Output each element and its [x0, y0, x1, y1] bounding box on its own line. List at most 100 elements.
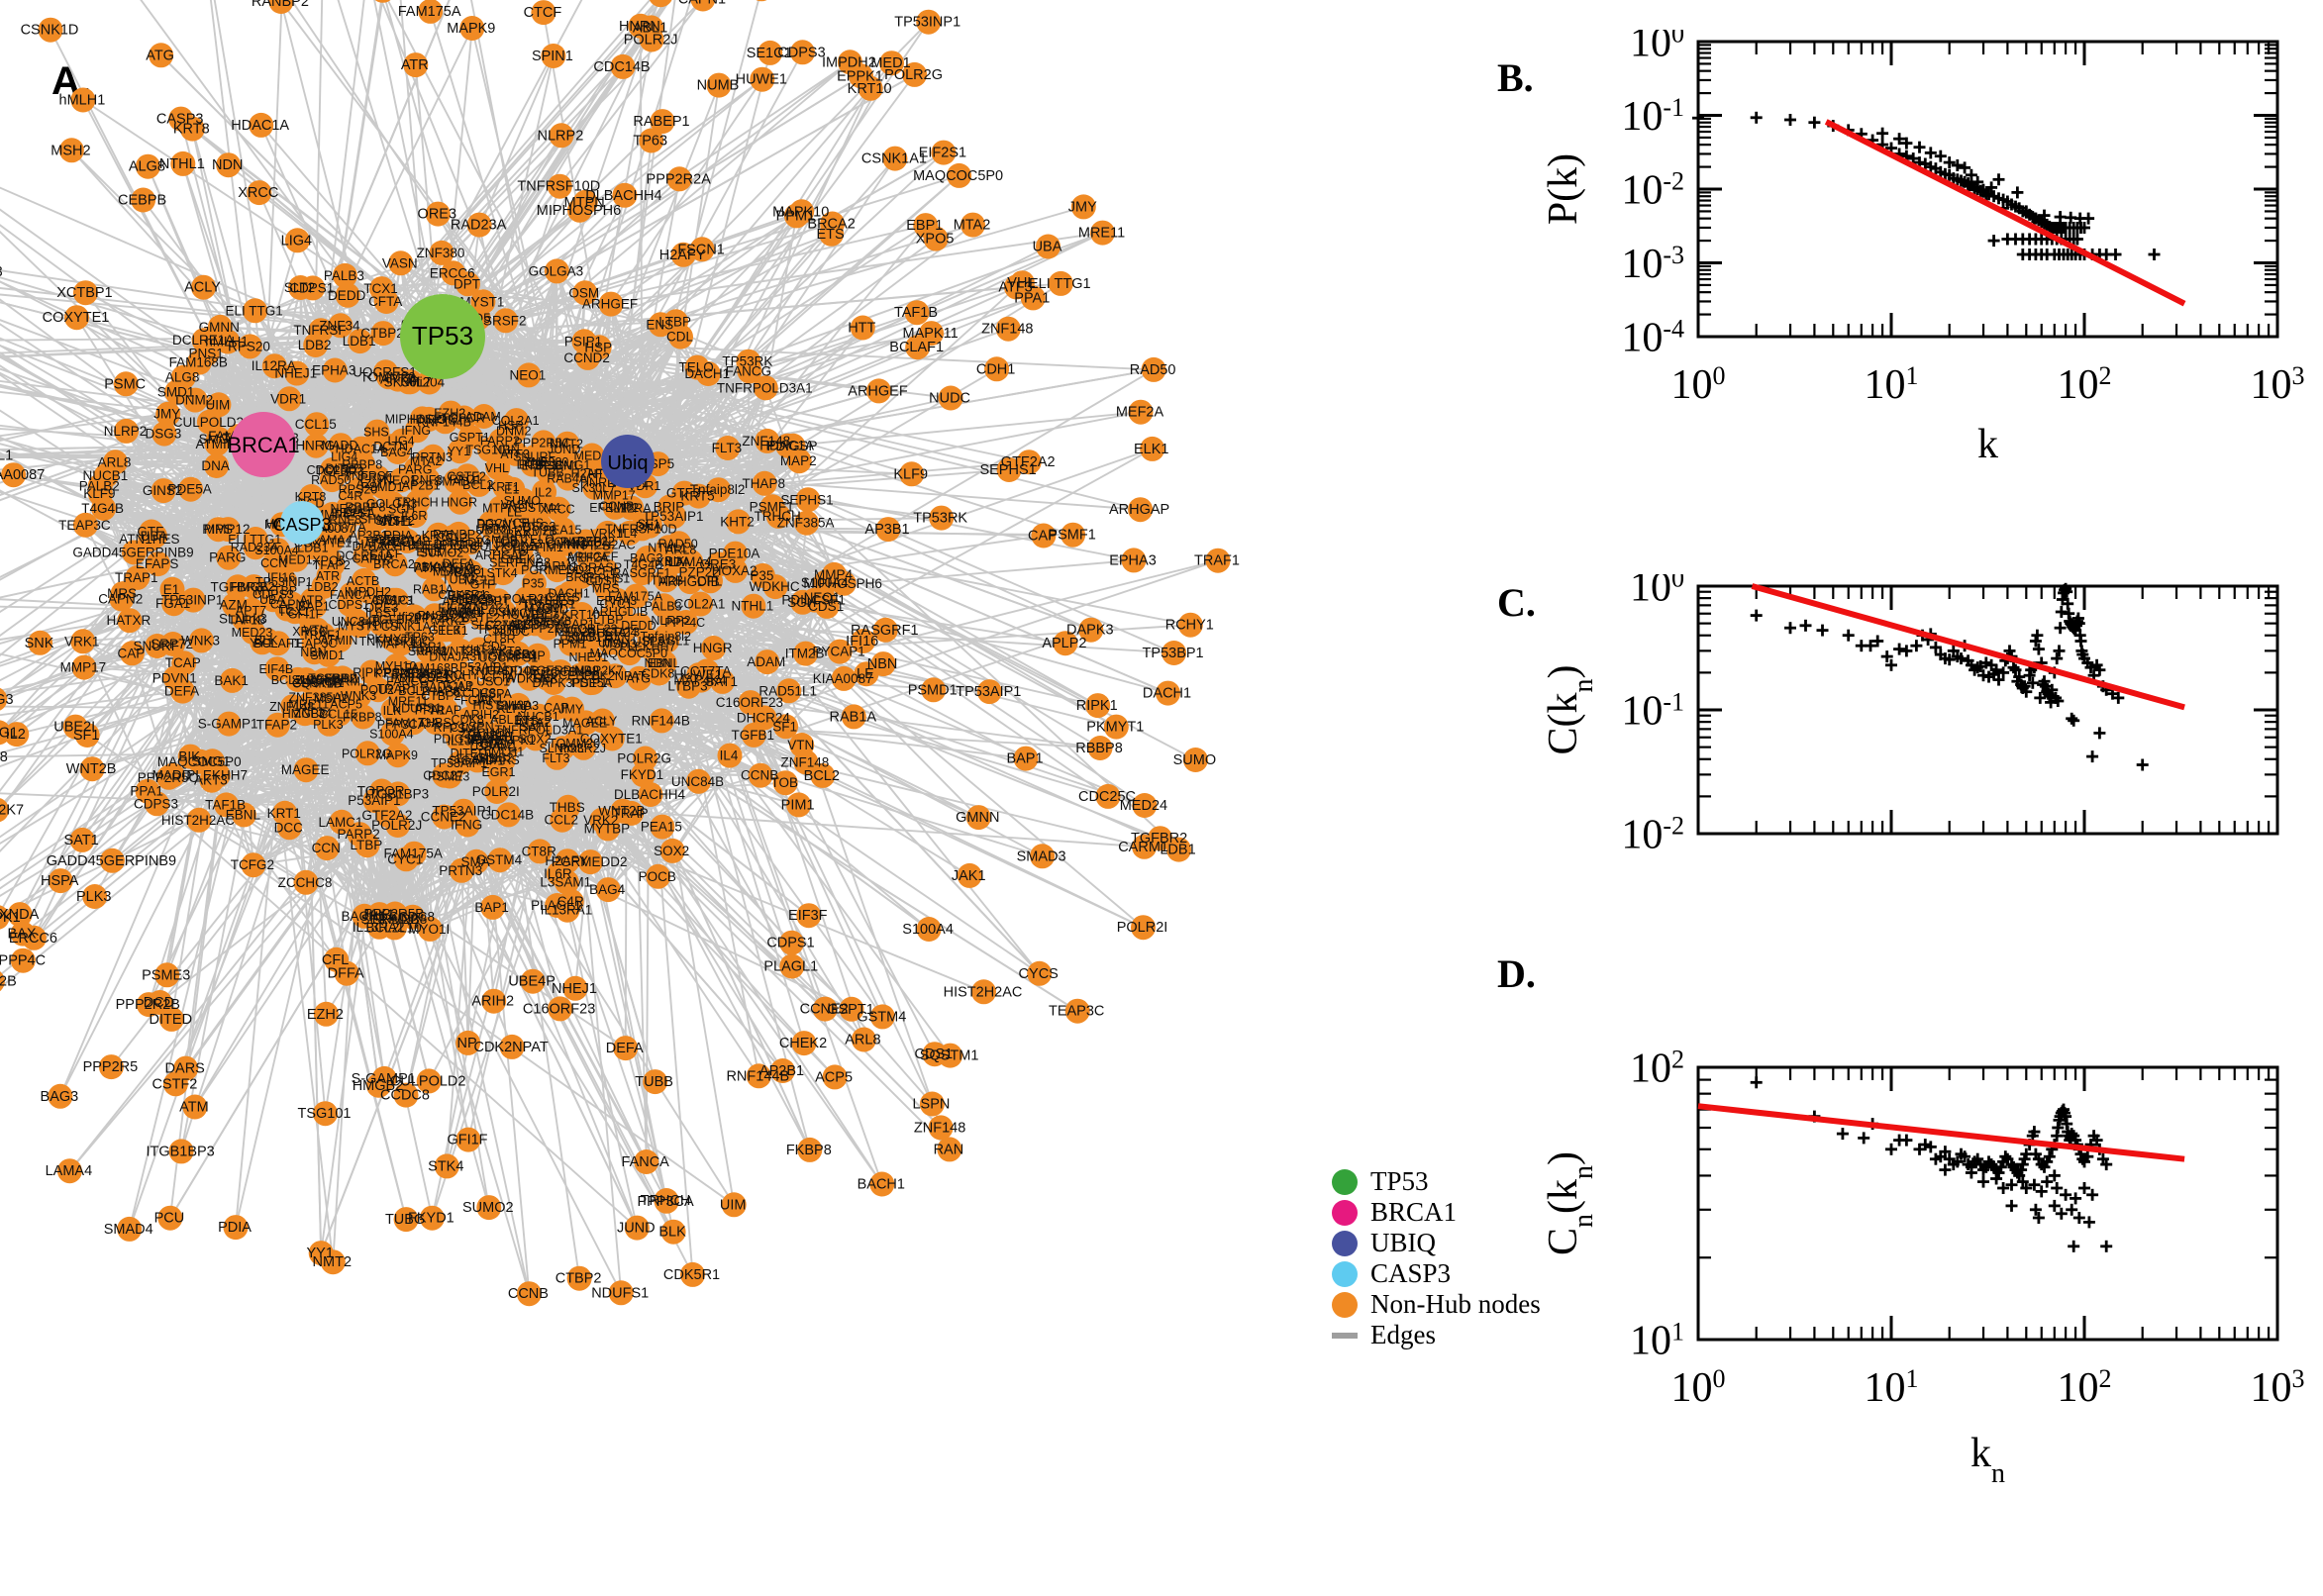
network-node[interactable]	[416, 639, 442, 663]
network-node[interactable]	[354, 833, 380, 858]
network-node[interactable]	[532, 660, 557, 686]
network-node[interactable]	[379, 721, 405, 747]
network-node[interactable]	[447, 439, 472, 464]
network-node[interactable]	[393, 659, 418, 685]
network-node[interactable]	[241, 852, 266, 878]
network-node[interactable]	[701, 636, 727, 660]
network-node[interactable]	[627, 665, 653, 691]
network-node[interactable]	[265, 631, 291, 656]
network-node[interactable]	[417, 539, 443, 564]
network-node[interactable]	[238, 334, 262, 359]
network-node[interactable]	[186, 349, 212, 375]
network-node[interactable]	[417, 916, 443, 942]
network-node[interactable]	[329, 809, 354, 835]
network-node[interactable]	[274, 596, 300, 622]
network-node[interactable]	[627, 613, 653, 638]
network-node[interactable]	[276, 815, 302, 841]
network-node[interactable]	[523, 444, 549, 469]
network-node[interactable]	[686, 768, 711, 794]
network-node[interactable]	[433, 409, 458, 435]
network-node[interactable]	[495, 643, 521, 668]
network-node[interactable]	[220, 667, 246, 693]
network-node[interactable]	[593, 558, 619, 584]
network-node[interactable]	[574, 616, 600, 642]
network-node[interactable]	[466, 471, 492, 497]
network-node[interactable]	[319, 467, 345, 493]
network-node[interactable]	[595, 877, 621, 903]
network-node[interactable]	[550, 736, 575, 761]
network-node[interactable]	[446, 601, 471, 627]
network-node[interactable]	[414, 449, 440, 474]
network-node[interactable]	[438, 714, 463, 740]
network-node[interactable]	[570, 735, 596, 760]
network-node[interactable]	[715, 436, 741, 460]
network-node[interactable]	[567, 662, 593, 688]
network-node[interactable]	[464, 748, 490, 773]
network-node[interactable]	[409, 406, 435, 432]
network-node[interactable]	[478, 510, 504, 536]
network-node[interactable]	[314, 836, 340, 861]
network-node[interactable]	[504, 408, 530, 434]
network-node[interactable]	[117, 608, 143, 634]
network-node[interactable]	[199, 767, 225, 793]
network-node[interactable]	[378, 529, 404, 554]
network-node[interactable]	[673, 610, 699, 635]
network-node[interactable]	[447, 550, 472, 576]
network-node[interactable]	[750, 0, 774, 2]
network-node[interactable]	[452, 405, 477, 431]
network-node[interactable]	[330, 665, 355, 691]
network-node[interactable]	[300, 587, 325, 613]
network-node[interactable]	[726, 509, 751, 535]
network-node[interactable]	[160, 762, 185, 788]
network-node[interactable]	[371, 587, 397, 613]
network-node[interactable]	[292, 701, 318, 727]
network-node[interactable]	[490, 692, 516, 718]
network-node[interactable]	[607, 631, 633, 656]
network-node[interactable]	[505, 537, 531, 562]
network-node[interactable]	[655, 628, 680, 653]
network-node[interactable]	[471, 404, 497, 429]
network-node[interactable]	[827, 639, 853, 664]
network-node[interactable]	[405, 489, 431, 515]
network-node[interactable]	[500, 476, 526, 502]
network-node[interactable]	[319, 686, 345, 712]
network-node[interactable]	[472, 653, 497, 679]
network-node[interactable]	[388, 467, 414, 493]
network-node[interactable]	[457, 530, 483, 555]
network-node[interactable]	[772, 770, 798, 796]
network-node[interactable]	[527, 839, 553, 864]
network-node[interactable]	[448, 638, 473, 663]
network-node[interactable]	[347, 683, 372, 708]
network-node[interactable]	[555, 529, 579, 554]
network-node[interactable]	[320, 527, 346, 552]
network-node[interactable]	[652, 650, 677, 676]
network-node[interactable]	[337, 591, 362, 617]
network-node[interactable]	[261, 353, 287, 379]
network-node[interactable]	[559, 696, 585, 722]
network-node[interactable]	[557, 580, 583, 606]
network-node[interactable]	[602, 663, 628, 689]
network-node[interactable]	[272, 568, 298, 594]
network-node[interactable]	[444, 468, 468, 494]
network-node[interactable]	[519, 510, 545, 536]
network-node[interactable]	[637, 511, 662, 537]
network-node[interactable]	[146, 551, 171, 577]
network-node[interactable]	[125, 564, 151, 590]
network-node[interactable]	[264, 656, 290, 682]
network-node[interactable]	[494, 612, 520, 638]
network-node[interactable]	[485, 454, 511, 480]
network-node[interactable]	[302, 640, 327, 665]
network-node[interactable]	[385, 440, 411, 464]
network-node[interactable]	[686, 483, 711, 509]
network-node[interactable]	[659, 838, 685, 863]
network-node[interactable]	[351, 704, 376, 730]
network-node[interactable]	[755, 649, 780, 675]
network-node[interactable]	[243, 527, 268, 551]
network-node[interactable]	[617, 520, 643, 546]
network-node[interactable]	[648, 312, 673, 338]
network-node[interactable]	[558, 631, 584, 656]
network-node[interactable]	[262, 550, 288, 576]
network-node[interactable]	[335, 282, 360, 308]
network-node[interactable]	[650, 814, 675, 840]
network-node[interactable]	[283, 547, 309, 572]
